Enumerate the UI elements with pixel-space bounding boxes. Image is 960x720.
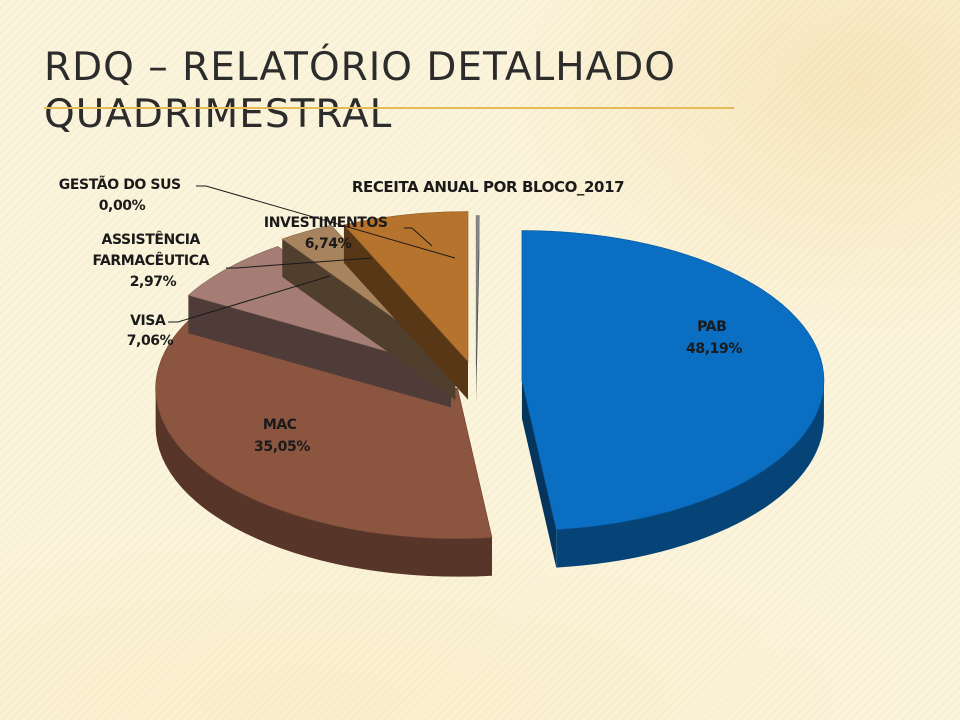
slice-top	[155, 314, 493, 539]
slice-value-gestao-do-sus: 0,00%	[99, 198, 146, 214]
slice-name-visa: VISA	[130, 313, 166, 329]
slice-value-pab: 48,19%	[686, 341, 742, 357]
leader-line-gestao-do-sus	[196, 185, 456, 259]
chart-title: RECEITA ANUAL POR BLOCO_2017	[352, 178, 624, 196]
slice-label-visa: VISA 7,06%	[127, 313, 174, 349]
leader-line-assistencia-farmaceutica	[226, 257, 373, 269]
pie-slices	[155, 211, 825, 577]
slice-wall	[188, 295, 451, 408]
title-underline	[44, 107, 734, 109]
slice-wall	[282, 238, 456, 400]
title-line-2: Quadrimestral	[44, 92, 393, 137]
slice-label-gestao-do-sus: GESTÃO DO SUS 0,00%	[59, 176, 185, 214]
slice-name-mac: MAC	[263, 417, 297, 433]
slice-value-assistencia: 2,97%	[130, 274, 177, 290]
slice-wall	[521, 380, 557, 568]
slice-value-mac: 35,05%	[254, 439, 310, 455]
slice-name-investimentos: INVESTIMENTOS	[264, 215, 388, 231]
slice-top	[475, 215, 480, 366]
slice-wall	[343, 224, 469, 400]
slice-value-investimentos: 6,74%	[305, 236, 352, 252]
slice-value-visa: 7,06%	[127, 333, 174, 349]
slide-title: RDQ – Relatório Detalhado Quadrimestral	[44, 44, 676, 138]
slice-label-mac: MAC 35,05%	[254, 417, 310, 455]
slice-label-pab: PAB 48,19%	[686, 319, 742, 357]
pie-slice-gest-o-do-sus	[475, 215, 480, 404]
pie-slice-investimentos	[343, 211, 469, 400]
leader-line-visa	[168, 275, 331, 323]
title-line-1: RDQ – Relatório Detalhado	[44, 45, 676, 90]
slice-rim	[556, 380, 824, 568]
leader-lines	[168, 185, 456, 323]
slice-name-assistencia-line2: FARMACÊUTICA	[92, 252, 209, 269]
slice-rim	[155, 388, 493, 577]
slice-label-investimentos: INVESTIMENTOS 6,74%	[264, 215, 392, 252]
leader-line-investimentos	[404, 227, 433, 247]
slice-label-assistencia-farmaceutica: ASSISTÊNCIA FARMACÊUTICA 2,97%	[92, 231, 213, 290]
slice-name-assistencia-line1: ASSISTÊNCIA	[102, 231, 201, 248]
slice-name-gestao-do-sus: GESTÃO DO SUS	[59, 176, 181, 193]
slice-top	[521, 230, 825, 530]
pie-slice-pab	[521, 230, 825, 568]
slice-name-pab: PAB	[697, 319, 726, 335]
slice-top	[343, 211, 469, 363]
